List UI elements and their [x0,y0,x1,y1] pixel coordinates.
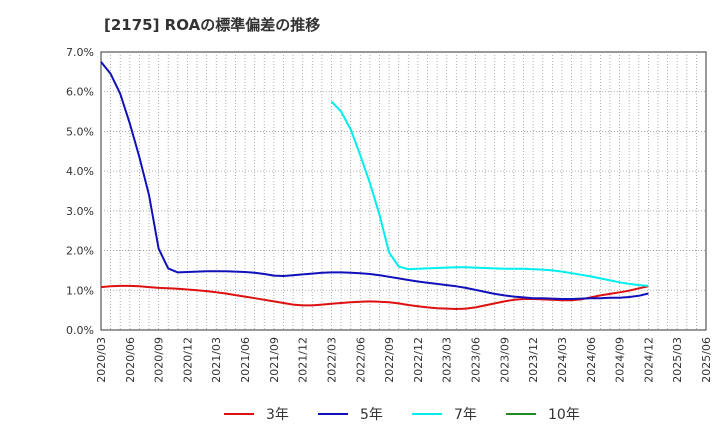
legend-label: 10年 [548,407,580,423]
legend-label: 5年 [360,407,383,423]
x-tick-label: 2023/06 [470,337,483,383]
x-tick-label: 2022/06 [354,337,367,383]
legend-label: 7年 [454,407,477,423]
x-axis-ticks: 2020/03 2020/06 2020/09 2020/12 2021/03 2021/… [95,337,713,383]
x-tick-label: 2021/06 [239,337,252,383]
y-tick-label: 4.0% [66,165,94,178]
x-tick-label: 2024/06 [585,337,598,383]
x-tick-label: 2021/03 [210,337,223,383]
y-tick-label: 7.0% [66,46,94,59]
x-tick-label: 2022/09 [383,337,396,383]
x-tick-label: 2020/06 [124,337,137,383]
x-tick-label: 2020/12 [181,337,194,383]
x-tick-label: 2023/03 [441,337,454,383]
x-tick-label: 2021/12 [297,337,310,383]
y-tick-label: 5.0% [66,125,94,138]
y-tick-label: 3.0% [66,205,94,218]
x-tick-label: 2020/09 [153,337,166,383]
series-line-7年 [330,100,649,287]
x-tick-label: 2024/09 [614,337,627,383]
y-tick-label: 0.0% [66,324,94,337]
legend: 3年 5年 7年 10年 [224,407,580,423]
series-line-5年 [100,61,649,300]
x-tick-label: 2024/12 [642,337,655,383]
y-tick-label: 1.0% [66,284,94,297]
series-line-3年 [100,284,649,310]
y-axis-ticks: 0.0% 1.0% 2.0% 3.0% 4.0% 5.0% 6.0% 7.0% [66,46,94,337]
y-tick-label: 2.0% [66,245,94,258]
x-tick-label: 2022/03 [325,337,338,383]
x-tick-label: 2025/03 [671,337,684,383]
chart-title: [2175] ROAの標準偏差の推移 [104,16,321,34]
series-lines [100,61,649,310]
x-tick-label: 2021/09 [268,337,281,383]
y-tick-label: 6.0% [66,86,94,99]
x-tick-label: 2022/12 [412,337,425,383]
x-tick-label: 2023/09 [498,337,511,383]
plot-area [100,51,707,331]
grid-lines [101,52,706,330]
x-tick-label: 2024/03 [556,337,569,383]
legend-label: 3年 [266,407,289,423]
x-tick-label: 2023/12 [527,337,540,383]
x-tick-label: 2025/06 [700,337,713,383]
x-tick-label: 2020/03 [95,337,108,383]
